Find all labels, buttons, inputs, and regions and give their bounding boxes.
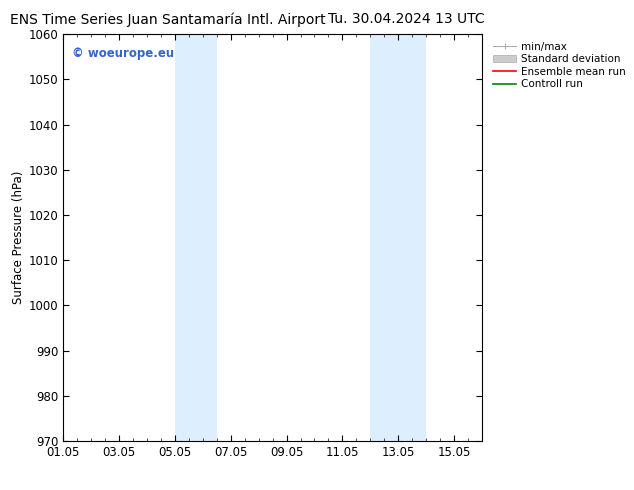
Text: Tu. 30.04.2024 13 UTC: Tu. 30.04.2024 13 UTC: [328, 12, 485, 26]
Bar: [175, 34, 217, 441]
Text: © woeurope.eu: © woeurope.eu: [72, 47, 174, 59]
Text: ENS Time Series Juan Santamaría Intl. Airport: ENS Time Series Juan Santamaría Intl. Ai…: [10, 12, 326, 27]
Y-axis label: Surface Pressure (hPa): Surface Pressure (hPa): [11, 171, 25, 304]
Bar: [370, 34, 426, 441]
Legend: min/max, Standard deviation, Ensemble mean run, Controll run: min/max, Standard deviation, Ensemble me…: [491, 40, 628, 92]
